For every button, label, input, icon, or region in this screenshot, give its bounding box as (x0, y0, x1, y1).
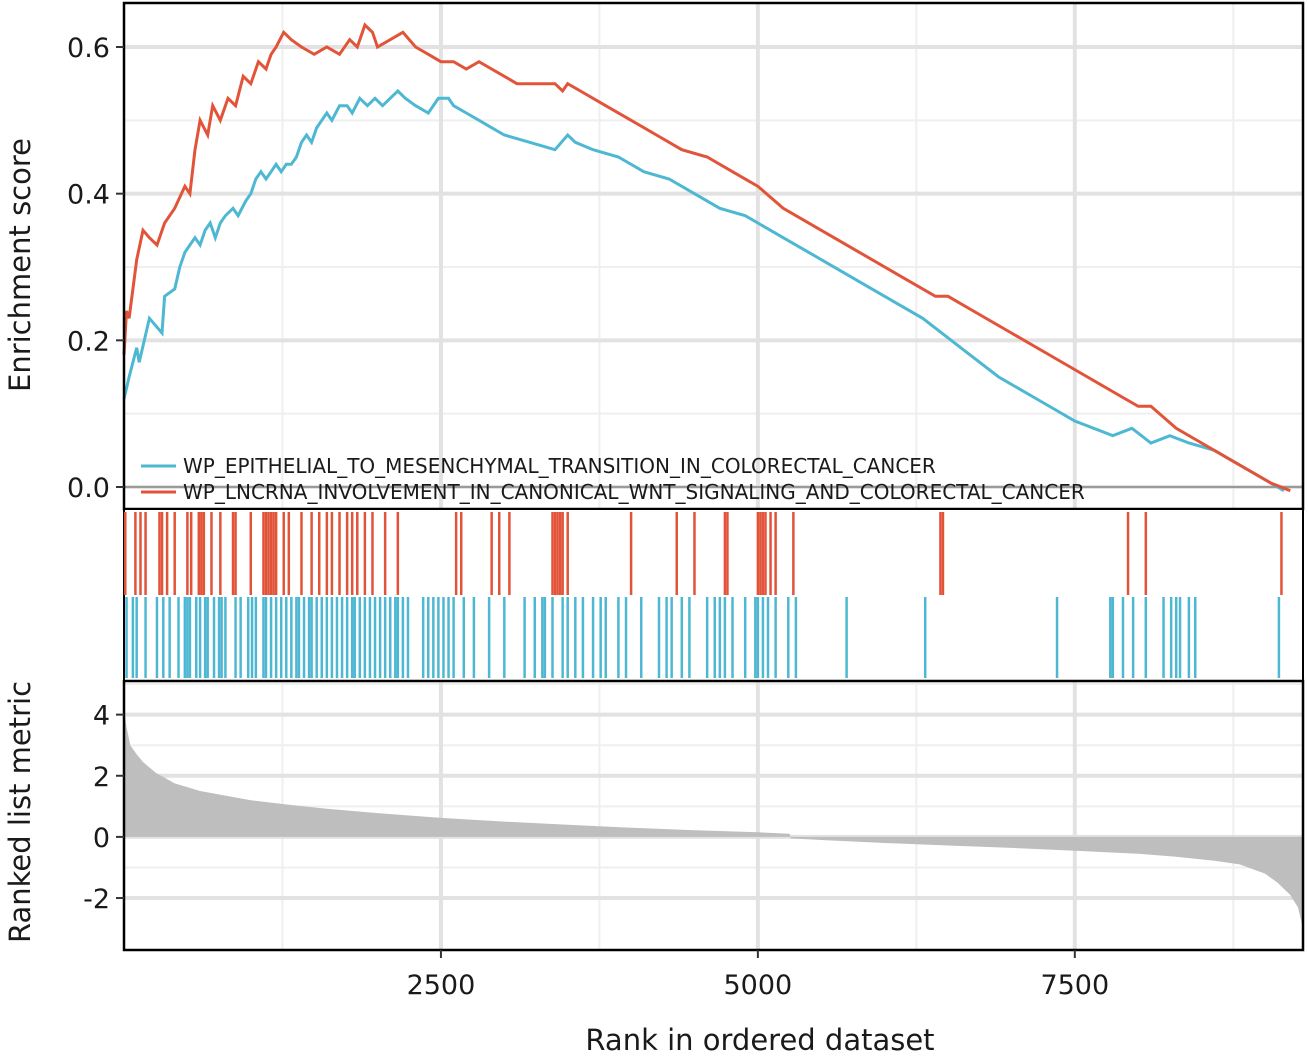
x-tick-label: 7500 (1040, 970, 1109, 1001)
x-axis-title: Rank in ordered dataset (585, 1023, 934, 1057)
ranked-metric-area (124, 708, 1303, 932)
es-y-tick-label: 0.4 (67, 180, 110, 211)
rank-minor-grid (124, 681, 1303, 950)
ranked-metric-panel: -2 0 2 4 Ranked list metric (3, 679, 1305, 952)
x-ticks: 2500 5000 7500 (407, 950, 1109, 1001)
es-y-tick-label: 0.0 (67, 473, 110, 504)
series-line-lncrna (122, 22, 1291, 493)
es-y-tick-label: 0.2 (67, 326, 110, 357)
rank-y-axis-title: Ranked list metric (3, 681, 37, 943)
hits-lncrna (124, 512, 1283, 595)
es-y-ticks: 0.0 0.2 0.4 0.6 (67, 33, 124, 504)
rank-y-ticks: -2 0 2 4 (83, 701, 124, 915)
hits-panel (123, 508, 1304, 682)
series-line-emt (122, 88, 1285, 492)
legend-label-lncrna: WP_LNCRNA_INVOLVEMENT_IN_CANONICAL_WNT_S… (183, 480, 1085, 504)
enrichment-score-panel: 0.0 0.2 0.4 0.6 Enrichment score WP_EPITHEL… (3, 1, 1305, 511)
es-y-tick-label: 0.6 (67, 33, 110, 64)
legend: WP_EPITHELIAL_TO_MESENCHYMAL_TRANSITION_… (141, 454, 1085, 504)
es-y-axis-title: Enrichment score (3, 138, 37, 392)
rank-y-tick-label: 2 (93, 762, 110, 793)
hits-emt (125, 597, 1281, 678)
rank-y-tick-label: 4 (93, 701, 110, 732)
rank-y-tick-label: 0 (93, 823, 110, 854)
enrichment-lines (122, 22, 1291, 493)
x-tick-label: 2500 (407, 970, 476, 1001)
legend-label-emt: WP_EPITHELIAL_TO_MESENCHYMAL_TRANSITION_… (183, 454, 936, 478)
rank-y-tick-label: -2 (83, 884, 110, 915)
x-tick-label: 5000 (724, 970, 793, 1001)
